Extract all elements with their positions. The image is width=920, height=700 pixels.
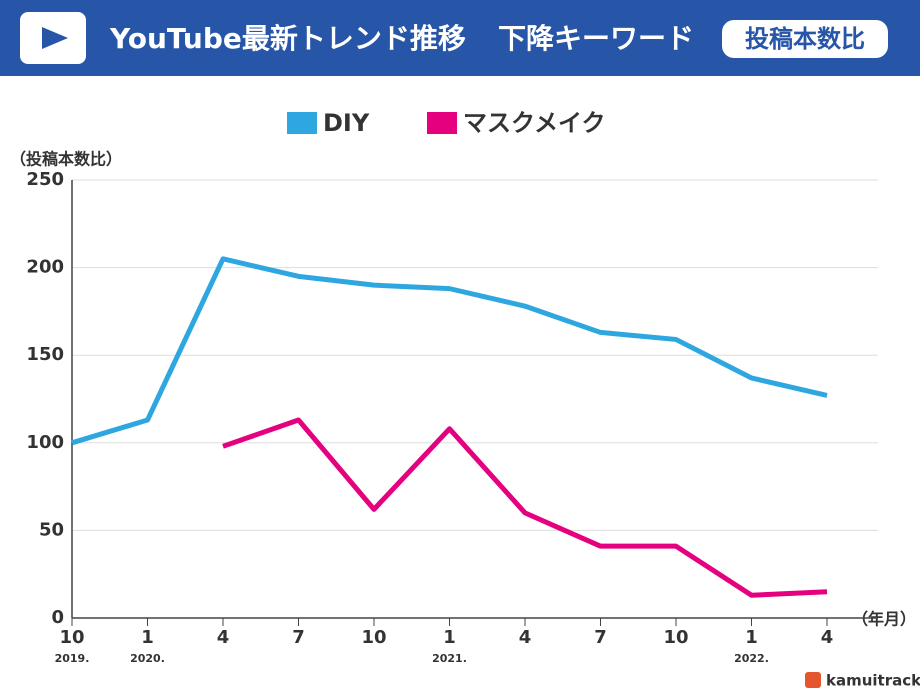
y-axis-label: （投稿本数比） bbox=[10, 150, 122, 169]
y-tick-label: 200 bbox=[26, 257, 64, 278]
header-badge: 投稿本数比 bbox=[745, 25, 865, 53]
x-tick-label: 7 bbox=[292, 627, 305, 648]
year-label: 2020. bbox=[130, 652, 165, 665]
x-tick-label: 10 bbox=[361, 627, 386, 648]
x-tick-label: 4 bbox=[519, 627, 532, 648]
play-icon bbox=[42, 27, 68, 49]
legend-swatch bbox=[427, 112, 457, 134]
x-tick-label: 4 bbox=[217, 627, 230, 648]
year-label: 2022. bbox=[734, 652, 769, 665]
header-title: YouTube最新トレンド推移 bbox=[109, 22, 466, 55]
legend-swatch bbox=[287, 112, 317, 134]
x-tick-label: 1 bbox=[141, 627, 154, 648]
y-tick-label: 0 bbox=[51, 607, 64, 628]
badge-box bbox=[722, 20, 888, 58]
x-tick-label: 10 bbox=[59, 627, 84, 648]
x-tick-label: 1 bbox=[443, 627, 456, 648]
legend-label: DIY bbox=[323, 109, 370, 137]
x-tick-label: 7 bbox=[594, 627, 607, 648]
y-tick-label: 100 bbox=[26, 432, 64, 453]
logo: kamuitracker bbox=[826, 672, 920, 690]
x-tick-label: 4 bbox=[821, 627, 834, 648]
x-axis-label: （年月） bbox=[852, 610, 916, 629]
year-label: 2019. bbox=[55, 652, 90, 665]
y-tick-label: 50 bbox=[39, 519, 64, 540]
legend-label: マスクメイク bbox=[463, 109, 606, 137]
series-line bbox=[71, 256, 828, 446]
x-tick-label: 10 bbox=[663, 627, 688, 648]
y-tick-label: 250 bbox=[26, 169, 64, 190]
x-tick-label: 1 bbox=[745, 627, 758, 648]
series-line bbox=[222, 417, 828, 598]
year-label: 2021. bbox=[432, 652, 467, 665]
header-subtitle: 下降キーワード bbox=[498, 22, 694, 55]
logo-icon bbox=[805, 672, 821, 688]
y-tick-label: 150 bbox=[26, 344, 64, 365]
